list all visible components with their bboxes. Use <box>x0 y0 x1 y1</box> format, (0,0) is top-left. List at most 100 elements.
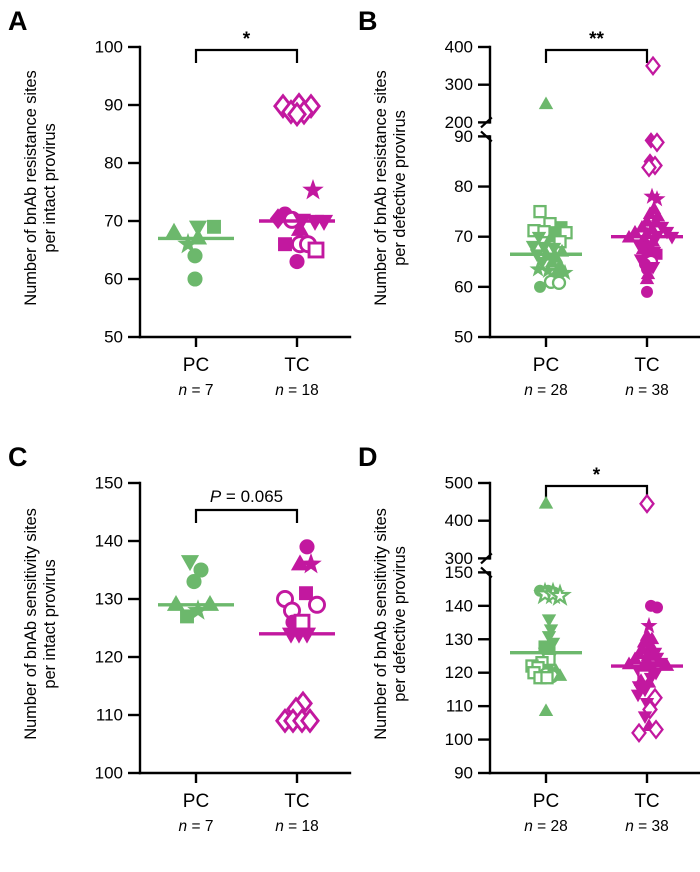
data-point-pc <box>538 495 554 509</box>
series-tc <box>611 493 683 744</box>
data-point-tc <box>645 55 661 76</box>
data-point-tc <box>287 101 307 128</box>
significance-bracket <box>194 48 299 63</box>
y-tick-label: 120 <box>95 647 123 666</box>
y-tick-label: 150 <box>95 473 123 492</box>
data-point-tc <box>639 493 655 514</box>
data-point-pc <box>531 231 547 245</box>
data-point-tc <box>637 711 653 724</box>
data-point-pc <box>541 631 557 644</box>
data-point-tc <box>639 271 655 285</box>
group-n-pc: n = 28 <box>524 818 568 835</box>
series-tc <box>611 55 683 298</box>
data-point-tc <box>651 601 663 614</box>
data-point-pc <box>543 624 559 638</box>
data-point-pc <box>541 614 557 628</box>
y-tick-label: 90 <box>104 95 123 114</box>
data-point-tc <box>299 539 315 555</box>
axis-break-mark <box>480 116 493 129</box>
data-point-pc <box>553 235 567 249</box>
data-point-tc <box>637 684 653 698</box>
group-label-pc: PC <box>533 791 559 812</box>
data-point-tc <box>269 208 287 230</box>
data-point-tc <box>653 657 669 671</box>
panel-c: C Number of bnAb sensitivity sites per i… <box>0 436 352 872</box>
data-point-tc <box>630 689 646 703</box>
data-point-tc <box>314 214 334 231</box>
data-point-tc <box>644 631 660 645</box>
panel-a-plot: 50 60 70 80 90 100 PC n = 7 TC n = 18 * <box>0 0 352 436</box>
group-label-pc: PC <box>183 355 209 376</box>
group-n-tc: n = 38 <box>625 818 669 835</box>
y-tick-label: 100 <box>95 37 123 56</box>
y-tick-label: 80 <box>104 153 123 172</box>
data-point-tc <box>290 219 310 236</box>
data-point-pc <box>187 599 209 620</box>
data-point-tc <box>643 187 661 204</box>
data-point-tc <box>290 554 310 571</box>
data-point-tc <box>640 648 656 661</box>
data-point-pc <box>556 263 574 281</box>
group-label-tc: TC <box>634 355 659 376</box>
data-point-tc <box>289 254 305 270</box>
y-tick-label: 300 <box>445 75 473 94</box>
data-point-tc <box>302 178 324 200</box>
group-label-tc: TC <box>634 791 659 812</box>
data-point-pc <box>548 583 572 606</box>
data-point-pc <box>538 703 554 716</box>
y-tick-label: 110 <box>96 705 123 724</box>
axis-break-mark <box>480 130 493 143</box>
data-point-tc <box>651 248 663 260</box>
data-point-tc <box>293 613 311 631</box>
significance-label: P = 0.065 <box>210 487 283 506</box>
significance-label: * <box>593 465 601 486</box>
group-n-pc: n = 7 <box>179 818 214 835</box>
y-tick-label: 100 <box>95 763 123 782</box>
data-point-tc <box>640 266 656 280</box>
panel-a-letter: A <box>8 6 28 36</box>
y-tick-label: 90 <box>454 763 473 782</box>
y-tick-label: 120 <box>445 663 473 682</box>
significance-bracket <box>544 48 649 63</box>
group-n-pc: n = 7 <box>179 382 214 399</box>
data-point-pc <box>536 241 552 255</box>
y-tick-label: 90 <box>454 127 473 146</box>
data-point-tc <box>649 132 665 153</box>
panel-c-plot: 100 110 120 130 140 150 PC n = 7 TC n = 18 P = 0.0… <box>0 436 352 872</box>
group-label-pc: PC <box>533 355 559 376</box>
group-n-tc: n = 18 <box>275 382 319 399</box>
data-point-pc <box>546 242 562 256</box>
data-point-pc <box>188 228 208 245</box>
group-n-tc: n = 38 <box>625 382 669 399</box>
data-point-tc <box>635 241 651 255</box>
data-point-pc <box>164 222 184 239</box>
group-label-pc: PC <box>183 791 209 812</box>
axis-break-mark <box>480 552 493 565</box>
data-point-tc <box>307 241 325 259</box>
panel-b-letter: B <box>358 6 378 36</box>
data-point-pc <box>529 260 547 277</box>
series-tc <box>259 539 335 734</box>
data-point-pc <box>186 574 202 590</box>
data-point-pc <box>180 609 194 624</box>
data-point-tc <box>297 627 317 644</box>
data-point-tc <box>300 552 322 574</box>
data-point-tc <box>640 616 658 634</box>
data-point-pc <box>525 240 541 254</box>
data-point-pc <box>187 271 203 287</box>
series-pc <box>158 219 234 287</box>
y-tick-label: 130 <box>445 630 473 649</box>
data-point-pc <box>539 261 557 279</box>
data-point-pc <box>207 219 221 234</box>
data-point-pc <box>177 232 199 254</box>
panel-b: B Number of bnAb resistance sites per de… <box>350 0 700 436</box>
y-tick-label: 100 <box>445 730 473 749</box>
significance-label: ** <box>589 29 604 50</box>
data-point-tc <box>643 241 655 253</box>
data-point-pc <box>187 248 203 264</box>
y-tick-label: 130 <box>95 589 123 608</box>
data-point-tc <box>643 638 659 651</box>
panel-d-letter: D <box>358 442 378 472</box>
y-tick-label: 60 <box>104 269 123 288</box>
